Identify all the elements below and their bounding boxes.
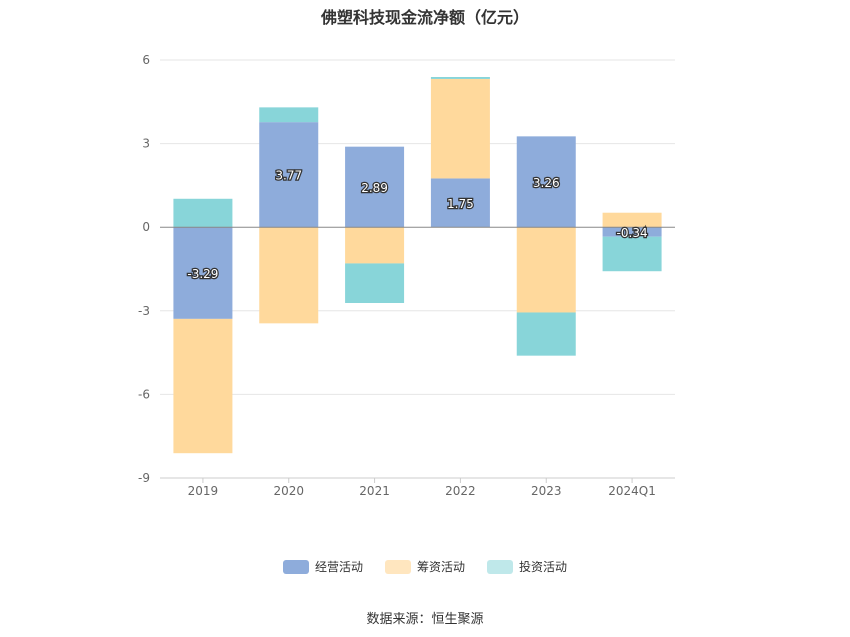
legend-item-operating[interactable]: 经营活动 [282, 558, 363, 575]
legend-item-investing[interactable]: 投资活动 [487, 558, 567, 575]
data-label: 3.26 [533, 176, 560, 190]
x-tick-label: 2019 [188, 484, 219, 498]
x-tick-label: 2023 [531, 484, 562, 498]
data-source-note: 数据来源：恒生聚源 [366, 612, 484, 627]
bar-segment [430, 178, 490, 228]
bar-segment [516, 227, 576, 313]
data-labels: -3.29 3.77 2.89 1.75 3.26 -0.34 [186, 167, 649, 282]
bar-segment [602, 227, 662, 237]
y-tick-label: 0 [142, 220, 150, 234]
axes: 6 3 0 -3 -6 -9 2019 2020 2021 2022 2023 2024Q1 [138, 53, 675, 498]
bar-segment [516, 312, 576, 356]
data-label: 2.89 [361, 181, 388, 195]
bar-segment [602, 236, 662, 272]
legend: 经营活动 筹资活动 投资活动 [0, 558, 850, 575]
bar-segment [345, 227, 405, 264]
x-tick-label: 2022 [445, 484, 476, 498]
bar-segment [259, 107, 319, 123]
x-tick-label: 2021 [359, 484, 390, 498]
bar-segment [345, 146, 405, 228]
gridlines [160, 59, 675, 479]
y-tick-label: 6 [142, 53, 150, 67]
legend-label-operating: 经营活动 [314, 560, 363, 574]
legend-label-investing: 投资活动 [519, 560, 568, 574]
bar-segment [173, 198, 233, 228]
y-tick-label: -9 [138, 471, 150, 485]
data-label: 3.77 [275, 169, 302, 183]
y-tick-label: 3 [142, 137, 150, 151]
bar-segment [345, 263, 405, 303]
bar-segment [259, 122, 319, 228]
bar-segment [173, 227, 233, 319]
bar-segment [516, 136, 576, 228]
data-label: -0.34 [617, 226, 648, 240]
x-tick-label: 2024Q1 [608, 484, 656, 498]
bar-segment [173, 318, 233, 454]
legend-label-financing: 筹资活动 [416, 560, 465, 574]
legend-item-financing[interactable]: 筹资活动 [384, 558, 465, 575]
y-tick-label: -3 [138, 304, 150, 318]
legend-swatch-investing [487, 559, 513, 574]
legend-swatch-financing [384, 559, 411, 574]
bar-segment [430, 78, 490, 179]
bars [173, 76, 662, 454]
data-label: -3.29 [187, 267, 218, 281]
bar-segment [602, 212, 662, 228]
bar-segment [259, 227, 319, 324]
data-label: 1.75 [447, 197, 474, 211]
y-tick-label: -6 [138, 387, 150, 401]
chart-title: 佛塑科技现金流净额（亿元） [320, 8, 529, 27]
x-tick-label: 2020 [273, 484, 304, 498]
legend-swatch-operating [282, 559, 309, 574]
bar-segment [430, 76, 490, 79]
